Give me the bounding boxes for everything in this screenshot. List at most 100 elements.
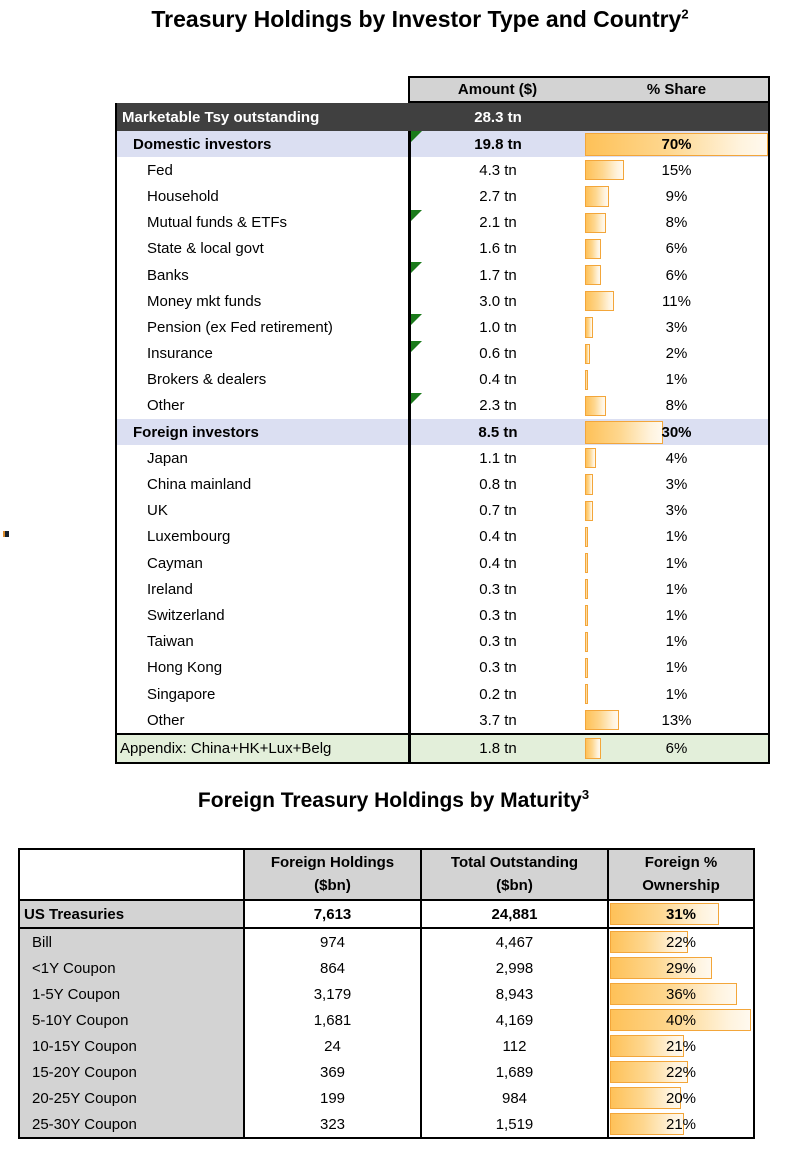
row-label: State & local govt: [117, 235, 411, 262]
row-share-cell: 1%: [585, 681, 768, 707]
row-amount-cell: 2.3 tn: [411, 392, 585, 419]
row-label: 25-30Y Coupon: [20, 1111, 245, 1137]
row-amount-cell: 1.7 tn: [411, 261, 585, 288]
table-row: Japan 1.1 tn 4%: [117, 445, 768, 472]
row-share-cell: 1%: [585, 602, 768, 628]
table-row: 20-25Y Coupon 199 984 20%: [20, 1085, 753, 1111]
row-ownership-pct: 22%: [665, 1063, 697, 1081]
row-label: Ireland: [117, 576, 411, 603]
row-label: Other: [117, 707, 411, 734]
row-amount: 4.3 tn: [479, 161, 517, 179]
column-header-foreign-pct-line2: Ownership: [642, 876, 720, 894]
row-share-cell: 13%: [585, 707, 768, 733]
row-label: UK: [117, 497, 411, 524]
row-share-cell: 15%: [585, 157, 768, 183]
row-ownership-pct: 22%: [665, 933, 697, 951]
share-databar: [585, 264, 601, 286]
row-amount: 3.7 tn: [479, 711, 517, 729]
row-share: 6%: [665, 266, 688, 284]
table1-header-row: Amount ($) % Share: [408, 76, 770, 103]
row-foreign-holdings: 369: [245, 1059, 422, 1085]
row-foreign-holdings: 323: [245, 1111, 422, 1137]
share-databar: [585, 238, 601, 259]
table1-title-text: Treasury Holdings by Investor Type and C…: [151, 6, 682, 32]
row-share: 13%: [661, 711, 692, 729]
ownership-databar: [610, 1035, 684, 1057]
row-amount-cell: 1.0 tn: [411, 314, 585, 340]
total-row-share-cell: [585, 103, 768, 131]
stray-mark: [3, 531, 9, 537]
row-share: 2%: [665, 345, 688, 363]
row-amount-cell: 0.7 tn: [411, 498, 585, 524]
row-share-cell: 30%: [585, 419, 768, 445]
row-ownership-cell: 36%: [609, 981, 753, 1007]
column-header-foreign-holdings: Foreign Holdings ($bn): [245, 850, 422, 899]
row-amount: 0.4 tn: [479, 371, 517, 389]
table-row: Foreign investors 8.5 tn 30%: [117, 419, 768, 446]
cell-corner-flag-icon: [411, 261, 422, 273]
table-row: 5-10Y Coupon 1,681 4,169 40%: [20, 1007, 753, 1033]
cell-corner-flag-icon: [411, 131, 422, 142]
row-label: 20-25Y Coupon: [20, 1085, 245, 1111]
row-share: 1%: [665, 659, 688, 677]
row-label: Japan: [117, 445, 411, 472]
row-share-cell: 1%: [585, 629, 768, 655]
row-ownership-cell: 21%: [609, 1111, 753, 1137]
table-row: <1Y Coupon 864 2,998 29%: [20, 955, 753, 981]
share-databar: [585, 553, 588, 574]
row-ownership-pct: 29%: [665, 959, 697, 977]
cell-corner-flag-icon: [411, 314, 422, 326]
share-databar: [585, 160, 625, 181]
row-share: 70%: [661, 135, 692, 153]
table-row: Brokers & dealers 0.4 tn 1%: [117, 366, 768, 393]
row-share: 1%: [665, 554, 688, 572]
row-total-outstanding: 2,998: [422, 955, 609, 981]
row-amount: 0.6 tn: [479, 345, 517, 363]
share-databar: [585, 291, 614, 312]
table1-total-row: Marketable Tsy outstanding 28.3 tn: [117, 103, 768, 131]
row-amount-cell: 8.5 tn: [411, 419, 585, 445]
row-amount: 0.4 tn: [479, 528, 517, 546]
ownership-databar: [610, 903, 720, 925]
row-amount-cell: 4.3 tn: [411, 157, 585, 183]
row-amount: 2.7 tn: [479, 187, 517, 205]
table-row: Bill 974 4,467 22%: [20, 929, 753, 955]
table-row: State & local govt 1.6 tn 6%: [117, 235, 768, 262]
row-share: 9%: [665, 187, 688, 205]
row-ownership-cell: 31%: [609, 901, 753, 927]
table-row: Other 2.3 tn 8%: [117, 392, 768, 420]
table-row: China mainland 0.8 tn 3%: [117, 471, 768, 498]
row-label: Mutual funds & ETFs: [117, 209, 411, 236]
row-amount: 0.3 tn: [479, 659, 517, 677]
row-total-outstanding: 1,519: [422, 1111, 609, 1137]
row-share: 8%: [665, 397, 688, 415]
table-row: 10-15Y Coupon 24 112 21%: [20, 1033, 753, 1059]
row-amount: 0.7 tn: [479, 502, 517, 520]
row-share: 8%: [665, 214, 688, 232]
column-header-amount: Amount ($): [457, 81, 538, 98]
table-row: Pension (ex Fed retirement) 1.0 tn 3%: [117, 314, 768, 341]
table-row: Appendix: China+HK+Lux+Belg 1.8 tn 6%: [117, 733, 768, 762]
row-total-outstanding: 4,467: [422, 929, 609, 955]
row-share: 3%: [665, 318, 688, 336]
total-row-amount-cell: 28.3 tn: [411, 103, 585, 131]
row-foreign-holdings: 3,179: [245, 981, 422, 1007]
row-label: Foreign investors: [117, 419, 411, 446]
row-ownership-cell: 40%: [609, 1007, 753, 1033]
table-row: Hong Kong 0.3 tn 1%: [117, 654, 768, 681]
row-ownership-pct: 20%: [665, 1089, 697, 1107]
share-databar: [585, 132, 768, 156]
row-share: 15%: [661, 161, 692, 179]
table-row: 15-20Y Coupon 369 1,689 22%: [20, 1059, 753, 1085]
table-row: Cayman 0.4 tn 1%: [117, 550, 768, 577]
row-share-cell: 8%: [585, 210, 768, 236]
row-amount-cell: 2.7 tn: [411, 183, 585, 209]
row-label: China mainland: [117, 471, 411, 498]
ownership-databar: [610, 1061, 688, 1083]
row-label: 15-20Y Coupon: [20, 1059, 245, 1085]
table1-title-superscript: 2: [681, 6, 689, 22]
cell-corner-flag-icon: [411, 392, 422, 404]
row-amount: 1.0 tn: [479, 318, 517, 336]
row-amount: 3.0 tn: [479, 292, 517, 310]
row-ownership-cell: 20%: [609, 1085, 753, 1111]
